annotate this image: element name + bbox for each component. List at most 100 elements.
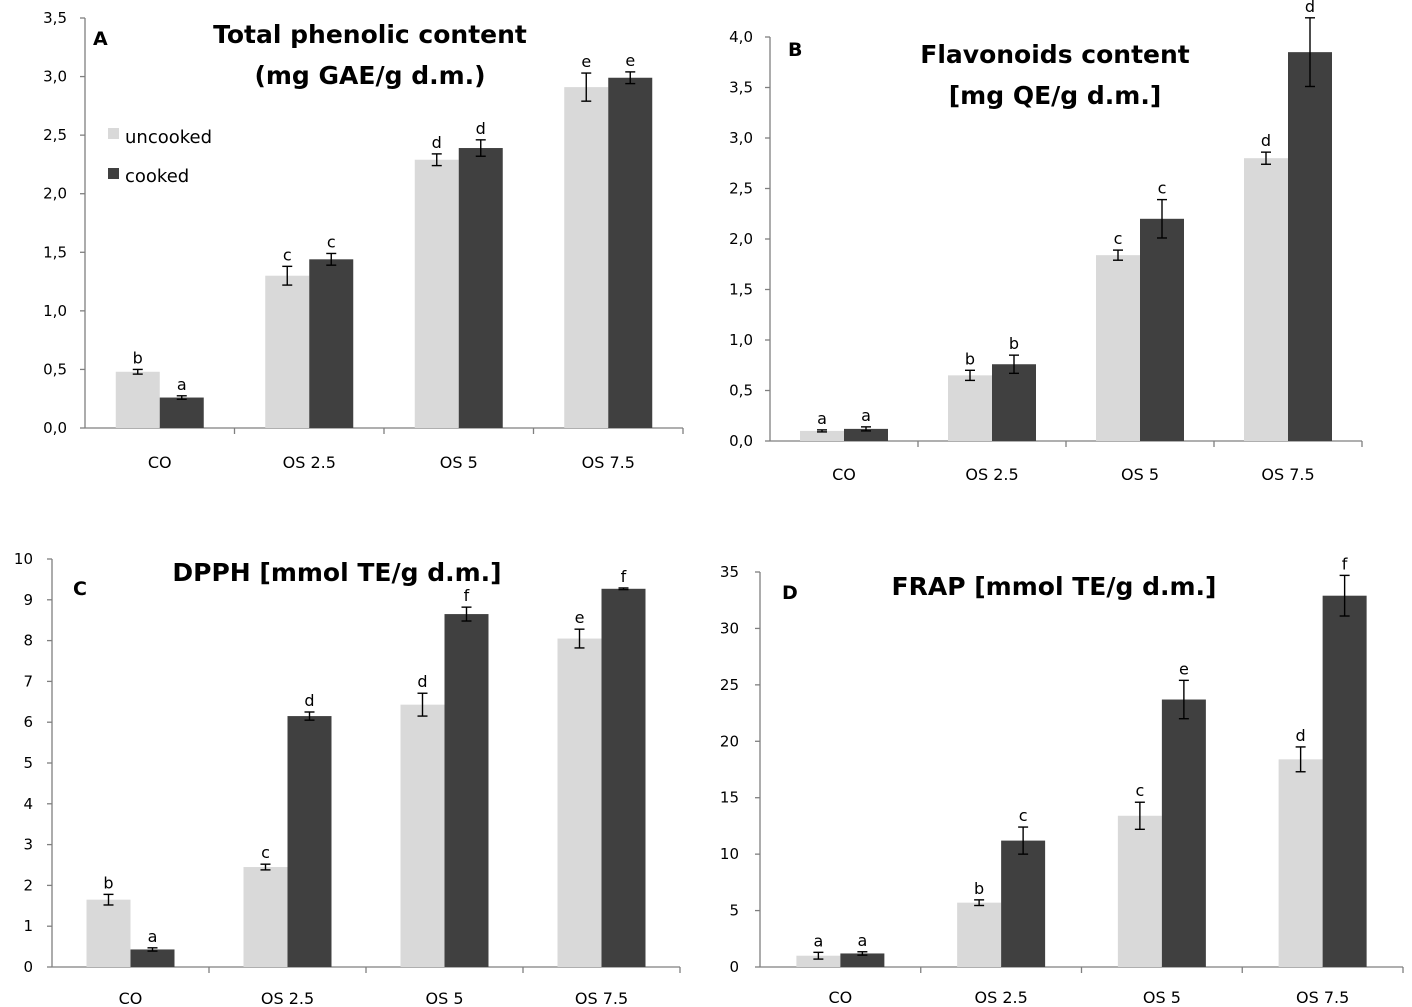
error-bar [581, 72, 592, 102]
panel-letter: B [788, 39, 802, 61]
significance-label: b [1009, 334, 1019, 353]
significance-label: b [103, 873, 113, 892]
significance-label: c [1019, 806, 1028, 825]
error-bar [475, 139, 486, 157]
y-tick-label: 35 [720, 563, 739, 581]
chart-title-line: [mg QE/g d.m.] [949, 81, 1162, 110]
significance-label: c [1114, 229, 1123, 248]
y-tick-label: 20 [720, 732, 739, 750]
significance-label: e [575, 608, 585, 627]
significance-label: e [1179, 659, 1189, 678]
chart-title-line: Total phenolic content [213, 20, 527, 49]
error-bar [861, 426, 871, 432]
x-tick-label: OS 5 [1121, 465, 1159, 484]
y-tick-label: 3,5 [729, 79, 753, 97]
bar-uncooked [414, 159, 459, 428]
significance-label: c [261, 843, 270, 862]
y-tick-label: 0,0 [43, 419, 67, 437]
chart-title-line: FRAP [mmol TE/g d.m.] [892, 572, 1217, 601]
y-tick-label: 0 [729, 958, 739, 976]
y-tick-label: 9 [23, 591, 33, 609]
y-tick-label: 7 [23, 672, 33, 690]
significance-label: c [283, 245, 292, 264]
bar-cooked [1322, 595, 1367, 967]
significance-label: e [625, 51, 635, 70]
significance-label: a [177, 375, 187, 394]
y-tick-label: 2,5 [729, 180, 753, 198]
bar-cooked [1161, 699, 1206, 967]
y-tick-label: 1,5 [43, 243, 67, 261]
error-bar [282, 265, 293, 286]
error-bar [625, 71, 636, 85]
y-tick-label: 2,0 [43, 185, 67, 203]
significance-label: e [581, 52, 591, 71]
bar-cooked [992, 364, 1036, 441]
y-tick-label: 2,5 [43, 126, 67, 144]
bar-cooked [601, 588, 646, 967]
bar-cooked [1140, 218, 1184, 441]
significance-label: a [861, 406, 871, 425]
significance-label: b [965, 349, 975, 368]
y-tick-label: 3 [23, 836, 33, 854]
y-tick-label: 0,0 [729, 432, 753, 450]
panel-b-flavonoids: 0,0 0,5 1,0 1,5 2,0 2,5 3,0 3,5 4,0 CO OS 2.5 OS 5 O… [729, 0, 1363, 484]
significance-label: d [1305, 0, 1315, 16]
x-tick-label: CO [828, 988, 852, 1007]
significance-label: a [148, 927, 158, 946]
bar-uncooked [1244, 158, 1288, 441]
error-bar [1178, 679, 1189, 720]
bar-cooked [1001, 840, 1046, 967]
y-tick-label: 2 [23, 876, 33, 894]
x-tick-label: OS 2.5 [974, 988, 1027, 1007]
x-tick-label: CO [832, 465, 856, 484]
chart-title-line: DPPH [mmol TE/g d.m.] [172, 558, 501, 587]
bar-uncooked [1278, 759, 1323, 967]
x-tick-label: OS 2.5 [261, 989, 314, 1007]
y-tick-label: 15 [720, 789, 739, 807]
legend: uncooked cooked [108, 127, 212, 187]
bar-uncooked [400, 704, 445, 967]
x-tick-label: OS 7.5 [1261, 465, 1314, 484]
significance-label: b [133, 348, 143, 367]
bar-uncooked [957, 902, 1002, 967]
bar-cooked [159, 397, 204, 428]
panel-letter: A [93, 28, 108, 50]
error-bar [1157, 198, 1167, 239]
error-bar [574, 628, 585, 649]
panel-letter: D [782, 582, 798, 604]
error-bar [431, 153, 442, 167]
x-tick-label: OS 7.5 [1296, 988, 1349, 1007]
y-tick-label: 0 [23, 958, 33, 976]
y-tick-label: 3,0 [729, 129, 753, 147]
significance-label: a [857, 931, 867, 950]
bar-cooked [130, 949, 175, 967]
panel-d-frap: 0 5 10 15 20 25 30 35 CO OS 2.5 OS 5 OS 7.5 a b c d a c e f… [720, 554, 1404, 1007]
y-tick-label: 6 [23, 713, 33, 731]
y-tick-label: 1,5 [729, 281, 753, 299]
x-tick-label: OS 7.5 [575, 989, 628, 1007]
significance-label: d [304, 691, 314, 710]
y-tick-label: 3,5 [43, 9, 67, 27]
significance-label: d [1261, 131, 1271, 150]
x-tick-label: OS 5 [440, 453, 478, 472]
bar-uncooked [1117, 815, 1162, 967]
error-bar [1339, 574, 1350, 617]
y-tick-label: 4 [23, 795, 33, 813]
error-bar [103, 893, 114, 906]
x-tick-label: OS 7.5 [582, 453, 635, 472]
error-bar [1018, 826, 1029, 855]
error-bar [147, 947, 158, 952]
bar-cooked [608, 77, 653, 428]
y-tick-label: 4,0 [729, 28, 753, 46]
error-bar [974, 899, 985, 907]
significance-label: d [1296, 726, 1306, 745]
legend-label-uncooked: uncooked [125, 127, 212, 148]
chart-title-line: (mg GAE/g d.m.) [254, 61, 485, 90]
bar-uncooked [1096, 255, 1140, 441]
bar-uncooked [564, 87, 609, 428]
error-bar [417, 692, 428, 717]
y-tick-label: 10 [720, 845, 739, 863]
y-tick-label: 3,0 [43, 68, 67, 86]
